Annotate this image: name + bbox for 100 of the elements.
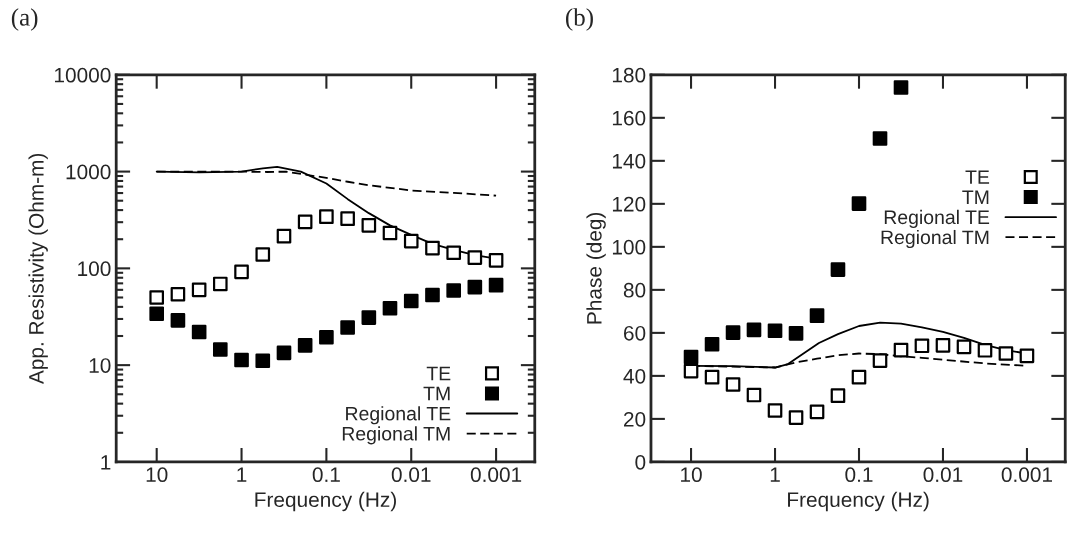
point	[276, 228, 292, 244]
point	[319, 209, 334, 224]
legend-label: TM	[962, 190, 989, 204]
point	[212, 342, 228, 357]
point	[446, 245, 462, 261]
y-tick-label: 40	[623, 368, 646, 384]
point	[382, 225, 398, 241]
y-tick-label: 10000	[55, 67, 111, 83]
point	[234, 352, 249, 368]
point	[276, 345, 292, 361]
chart-title: (a)	[11, 8, 38, 31]
x-tick-label: 0.01	[391, 467, 431, 483]
point	[788, 410, 804, 425]
point	[746, 322, 762, 338]
y-tick-label: 20	[624, 411, 646, 427]
point	[809, 404, 825, 420]
point	[361, 218, 377, 233]
point	[319, 329, 334, 345]
legend-label: Regional TE	[346, 406, 451, 425]
point	[382, 300, 398, 316]
x-tick-label: 10	[146, 467, 168, 483]
point	[467, 250, 483, 265]
x-tick-label: 0.1	[845, 467, 873, 483]
y-tick-label: 140	[612, 153, 646, 169]
x-tick-label: 0.001	[1001, 467, 1053, 483]
x-tick-label: 0.001	[470, 467, 522, 483]
point	[425, 240, 440, 256]
point	[683, 363, 699, 379]
x-axis-title: Frequency (Hz)	[788, 491, 929, 512]
point	[361, 310, 377, 325]
point	[725, 377, 741, 392]
y-tick-label: 80	[623, 282, 646, 298]
x-tick-label: 1	[770, 467, 780, 482]
point	[170, 286, 186, 302]
chart-title: (b)	[566, 8, 593, 31]
point	[872, 353, 888, 368]
legend-label: Regional TM	[881, 229, 989, 249]
x-axis-title: Frequency (Hz)	[255, 491, 396, 512]
point	[297, 214, 313, 230]
point	[830, 388, 846, 403]
y-axis-title: Phase (deg)	[586, 212, 606, 324]
point	[297, 338, 313, 353]
point	[851, 196, 867, 211]
point	[488, 277, 504, 293]
legend-label: TM	[423, 386, 450, 401]
y-tick-label: 60	[624, 325, 646, 341]
point	[488, 253, 504, 268]
point	[746, 387, 762, 403]
point	[403, 233, 419, 249]
y-tick-label: 180	[612, 67, 646, 83]
point	[191, 324, 207, 340]
point	[893, 342, 909, 358]
point	[977, 342, 993, 358]
x-tick-label: 0.1	[312, 467, 340, 483]
point	[170, 313, 186, 328]
x-tick-label: 10	[681, 467, 702, 483]
point	[767, 403, 783, 418]
point	[340, 211, 355, 227]
point	[403, 293, 419, 309]
point	[467, 279, 483, 295]
y-tick-label: 1000	[66, 164, 111, 180]
point	[425, 287, 440, 303]
point	[149, 290, 165, 305]
y-tick-label: 1	[101, 455, 111, 470]
point	[998, 346, 1014, 361]
y-tick-label: 100	[612, 239, 646, 255]
y-tick-label: 10	[89, 358, 111, 373]
point	[255, 247, 271, 262]
x-tick-label: 0.01	[923, 467, 963, 483]
point	[149, 306, 165, 322]
point	[191, 282, 207, 298]
point	[914, 338, 930, 354]
point	[704, 336, 720, 352]
point	[1019, 348, 1035, 364]
legend-label: TE	[426, 366, 451, 381]
legend-label: TE	[965, 170, 990, 184]
point	[809, 308, 825, 323]
legend-label: Regional TE	[884, 209, 990, 228]
point	[893, 80, 909, 95]
point	[788, 325, 804, 341]
point	[767, 323, 783, 339]
point	[340, 320, 355, 335]
y-tick-label: 120	[612, 196, 646, 212]
y-axis-title: App. Resistivity (Ohm-m)	[28, 153, 48, 385]
point	[851, 369, 867, 385]
point	[935, 338, 951, 353]
point	[725, 325, 741, 340]
point	[704, 369, 720, 385]
point	[683, 349, 699, 365]
point	[234, 264, 249, 280]
point	[830, 262, 846, 277]
y-tick-label: 160	[612, 110, 646, 126]
legend-label: Regional TM	[342, 426, 450, 445]
point	[255, 353, 271, 369]
point	[872, 131, 888, 146]
x-tick-label: 1	[237, 467, 247, 482]
point	[956, 339, 972, 355]
y-tick-label: 100	[78, 261, 111, 277]
point	[446, 283, 462, 298]
y-tick-label: 0	[635, 454, 646, 470]
